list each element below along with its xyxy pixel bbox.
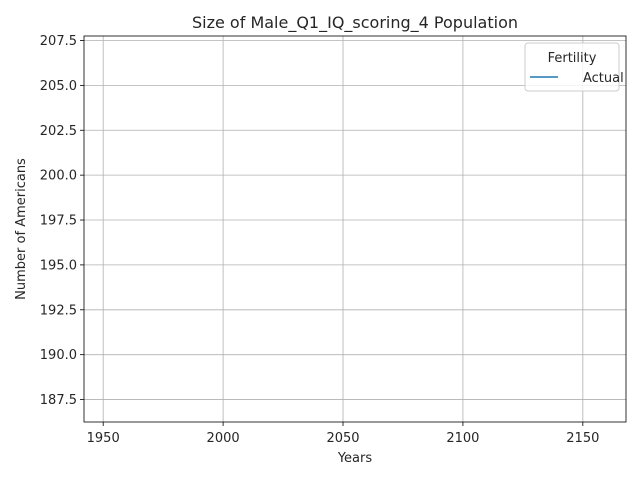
y-tick-label: 195.0 — [40, 258, 77, 273]
legend-label-actual: Actual — [583, 71, 624, 86]
y-tick-label: 200.0 — [40, 169, 77, 184]
legend-box — [524, 42, 620, 92]
x-tick-label: 2100 — [446, 431, 479, 446]
x-tick-label: 2150 — [566, 431, 599, 446]
y-axis-title: Number of Americans — [14, 158, 29, 300]
plot-area-frame — [83, 35, 627, 423]
legend-title: Fertility — [548, 51, 597, 66]
y-tick-label: 187.5 — [40, 393, 77, 408]
x-axis-title: Years — [337, 451, 373, 466]
y-tick-label: 192.5 — [40, 303, 77, 318]
legend: Fertility Actual — [524, 42, 624, 92]
y-tick-label: 207.5 — [40, 34, 77, 49]
y-tick-label: 197.5 — [40, 214, 77, 229]
y-tick-label: 190.0 — [40, 348, 77, 363]
x-tick-label: 2000 — [207, 431, 240, 446]
chart-title: Size of Male_Q1_IQ_scoring_4 Population — [192, 13, 518, 33]
y-axis-ticks: 187.5 190.0 192.5 195.0 197.5 200.0 202.5 205.0… — [40, 34, 84, 408]
grid-lines — [84, 36, 626, 422]
y-tick-label: 205.0 — [40, 79, 77, 94]
x-axis-ticks: 1950 2000 2050 2100 2150 — [87, 422, 599, 446]
y-tick-label: 202.5 — [40, 124, 77, 139]
x-tick-label: 1950 — [87, 431, 120, 446]
x-tick-label: 2050 — [326, 431, 359, 446]
